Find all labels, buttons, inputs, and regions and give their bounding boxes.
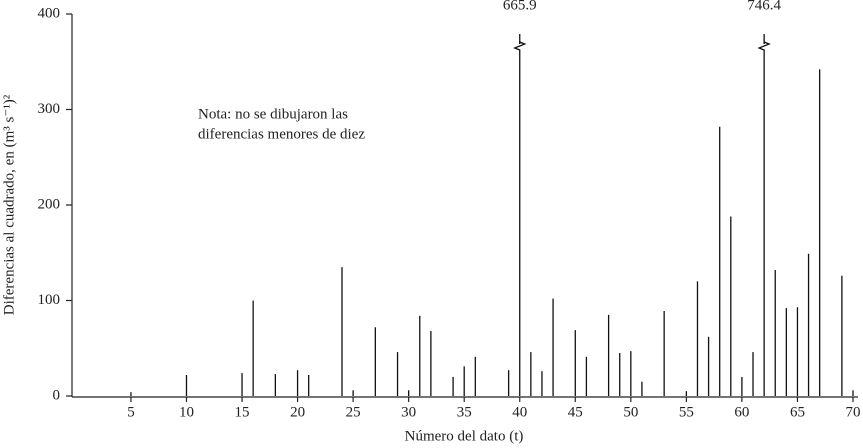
x-tick-label: 70 [846, 404, 861, 420]
y-tick-label: 400 [38, 5, 61, 21]
value-label: 665.9 [503, 0, 537, 13]
y-tick-label: 100 [38, 292, 61, 308]
x-tick-label: 30 [401, 404, 416, 420]
x-axis-label: Número del dato (t) [405, 428, 524, 444]
y-tick-label: 200 [38, 196, 61, 212]
x-tick-label: 20 [290, 404, 305, 420]
annotation: Nota: no se dibujaron las [198, 106, 348, 122]
stem [757, 41, 771, 396]
x-tick-label: 5 [127, 404, 135, 420]
x-tick-label: 60 [734, 404, 749, 420]
x-tick-label: 35 [457, 404, 472, 420]
x-tick-label: 15 [235, 404, 250, 420]
x-tick-label: 25 [346, 404, 361, 420]
x-tick-label: 10 [179, 404, 194, 420]
x-tick-label: 55 [679, 404, 694, 420]
stem [512, 41, 527, 396]
x-tick-label: 40 [512, 404, 527, 420]
y-tick-label: 0 [53, 387, 61, 403]
x-tick-label: 50 [623, 404, 638, 420]
y-tick-label: 300 [38, 101, 61, 117]
x-tick-label: 45 [568, 404, 583, 420]
x-tick-label: 65 [790, 404, 805, 420]
y-axis-label: Diferencias al cuadrado, en (m³ s⁻¹)² [1, 94, 17, 315]
value-label: 746.4 [747, 0, 781, 13]
annotation: diferencias menores de diez [198, 126, 365, 142]
